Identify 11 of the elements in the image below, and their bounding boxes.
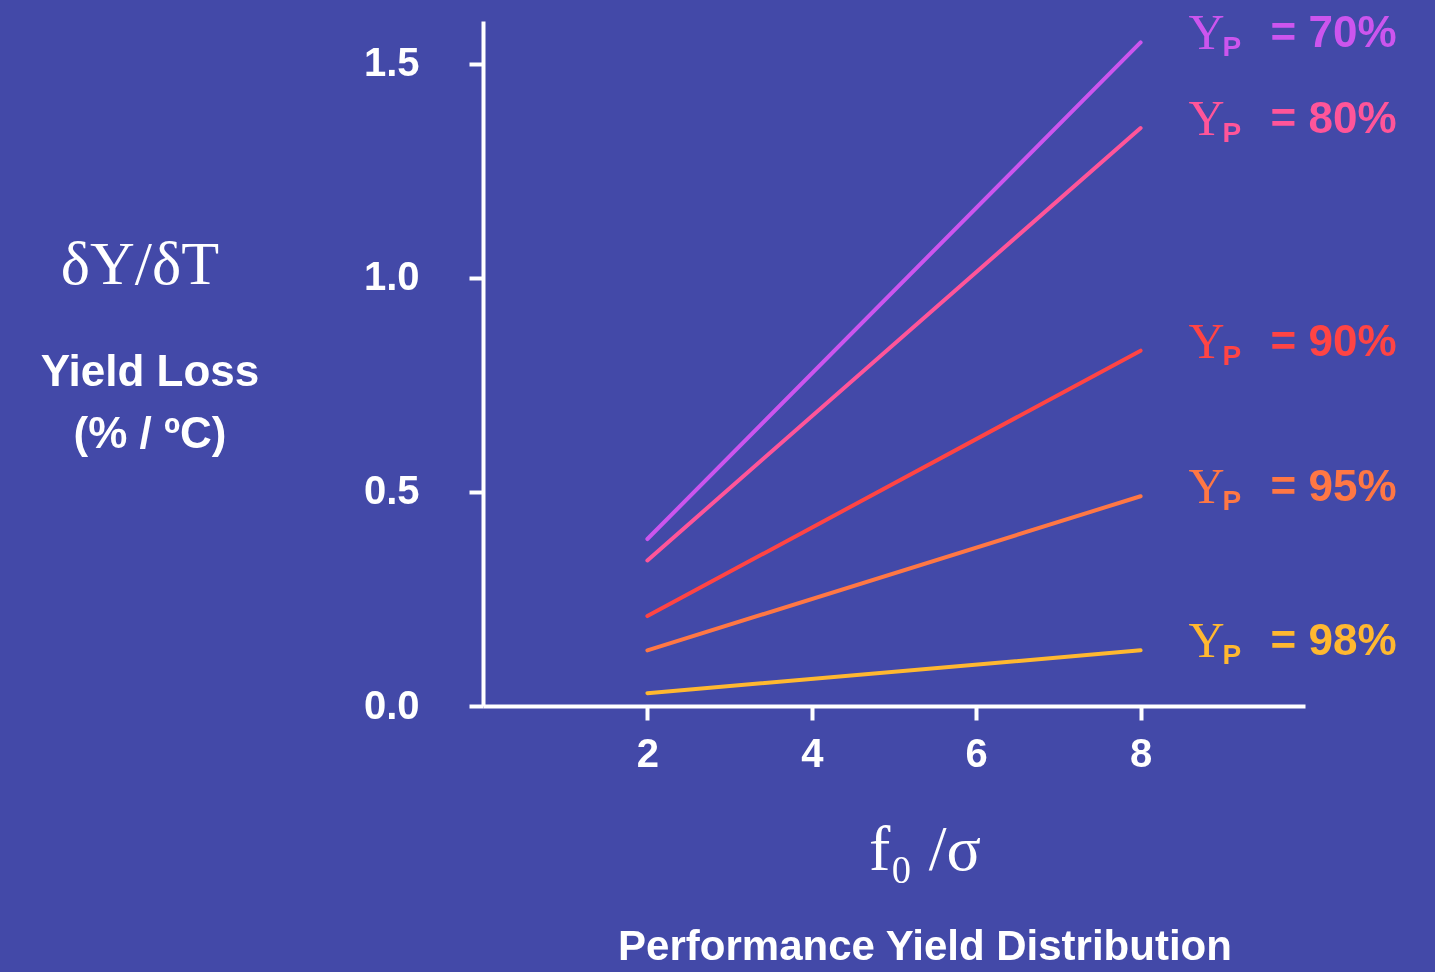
y-tick-label: 1.5 — [363, 40, 420, 85]
x-tick-label: 8 — [1129, 730, 1153, 775]
text: Performance Yield Distribution — [618, 922, 1232, 969]
y-axis-title: δY/δT Yield Loss (% / ºC) — [40, 229, 260, 457]
x-tick-label: 4 — [801, 730, 825, 775]
x-axis-title: f₀ /σ — [869, 813, 981, 884]
x-tick-label: 2 — [636, 730, 660, 775]
y-tick-label: 0.0 — [363, 682, 420, 727]
y-tick-label: 1.0 — [363, 254, 420, 299]
y-tick-label: 0.5 — [363, 468, 420, 513]
x-tick-label: 6 — [965, 730, 988, 775]
